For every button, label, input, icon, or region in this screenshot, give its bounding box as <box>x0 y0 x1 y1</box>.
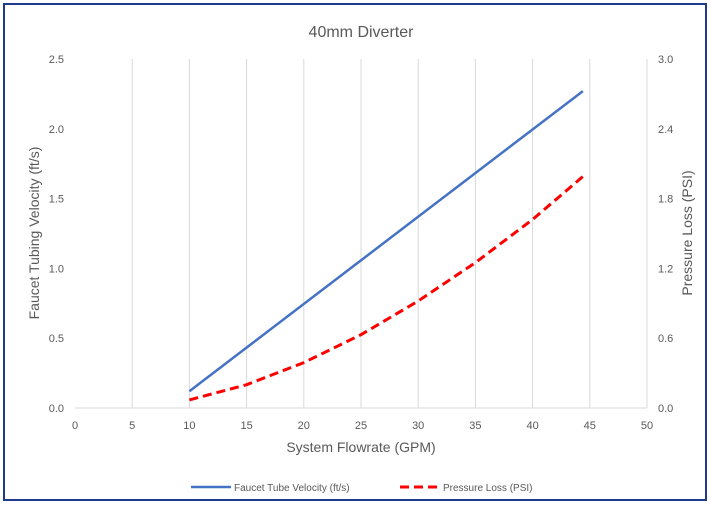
grid-layer <box>131 59 648 408</box>
x-tick-label: 5 <box>129 420 135 432</box>
y-tick-label: 1.5 <box>49 194 64 206</box>
x-tick-label: 35 <box>469 420 481 432</box>
series-layer <box>188 90 584 402</box>
y2-tick-label: 0.6 <box>658 333 673 345</box>
x-tick-label: 50 <box>641 420 653 432</box>
y-tick-label: 2.0 <box>49 124 64 136</box>
series-line-0 <box>188 90 584 393</box>
x-tick-label: 45 <box>584 420 596 432</box>
y-tick-label: 0.0 <box>49 403 64 415</box>
y-tick-label: 1.0 <box>49 263 64 275</box>
x-tick-label: 15 <box>240 420 252 432</box>
y2-tick-label: 1.2 <box>658 263 673 275</box>
y-tick-label: 2.5 <box>49 54 64 66</box>
legend-label: Pressure Loss (PSI) <box>443 483 532 494</box>
x-tick-label: 0 <box>72 420 78 432</box>
legend: Faucet Tube Velocity (ft/s) Pressure Loss… <box>191 483 532 494</box>
y2-tick-label: 0.0 <box>658 403 673 415</box>
legend-label: Faucet Tube Velocity (ft/s) <box>234 483 350 494</box>
axis-layer: 0 5 10 15 20 25 30 35 40 45 50 0.0 0.5 1.0 1.5 2.0 2.5 0.… <box>49 54 674 432</box>
y2-axis-label: Pressure Loss (PSI) <box>679 170 695 295</box>
y2-tick-label: 1.8 <box>658 194 673 206</box>
x-tick-label: 25 <box>355 420 367 432</box>
x-tick-label: 40 <box>526 420 538 432</box>
series-line-1 <box>189 175 584 402</box>
y2-tick-label: 2.4 <box>658 124 673 136</box>
y-axis-label: Faucet Tubing Velocity (ft/s) <box>26 147 42 320</box>
x-tick-label: 30 <box>412 420 424 432</box>
y2-tick-label: 3.0 <box>658 54 673 66</box>
chart-title: 40mm Diverter <box>309 24 415 41</box>
y-tick-label: 0.5 <box>49 333 64 345</box>
x-tick-label: 10 <box>183 420 195 432</box>
x-tick-label: 20 <box>298 420 310 432</box>
x-axis-label: System Flowrate (GPM) <box>286 439 435 455</box>
